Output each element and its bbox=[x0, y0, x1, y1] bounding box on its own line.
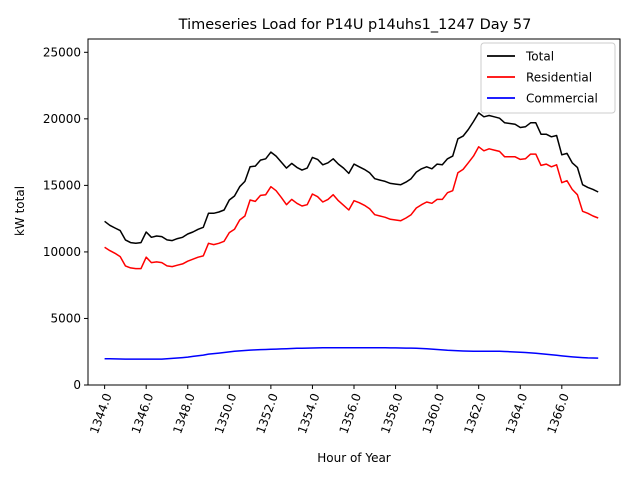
y-tick-label: 5000 bbox=[50, 311, 81, 325]
series-line-commercial bbox=[104, 346, 599, 360]
y-tick-label: 25000 bbox=[43, 45, 81, 59]
legend-label-total: Total bbox=[525, 50, 554, 64]
series-line-total bbox=[104, 112, 599, 245]
series-line-residential bbox=[104, 146, 599, 270]
legend: Total Residential Commercial bbox=[480, 42, 616, 114]
y-tick-label: 15000 bbox=[43, 178, 81, 192]
legend-label-commercial: Commercial bbox=[526, 92, 598, 106]
legend-label-residential: Residential bbox=[526, 71, 592, 85]
chart-title: Timeseries Load for P14U p14uhs1_1247 Da… bbox=[178, 17, 532, 33]
y-axis-label: kW total bbox=[13, 186, 27, 236]
y-tick-label: 0 bbox=[73, 378, 81, 392]
y-tick-label: 20000 bbox=[43, 112, 81, 126]
y-tick-label: 10000 bbox=[43, 245, 81, 259]
legend-frame bbox=[480, 42, 616, 114]
x-axis-label: Hour of Year bbox=[317, 451, 391, 465]
